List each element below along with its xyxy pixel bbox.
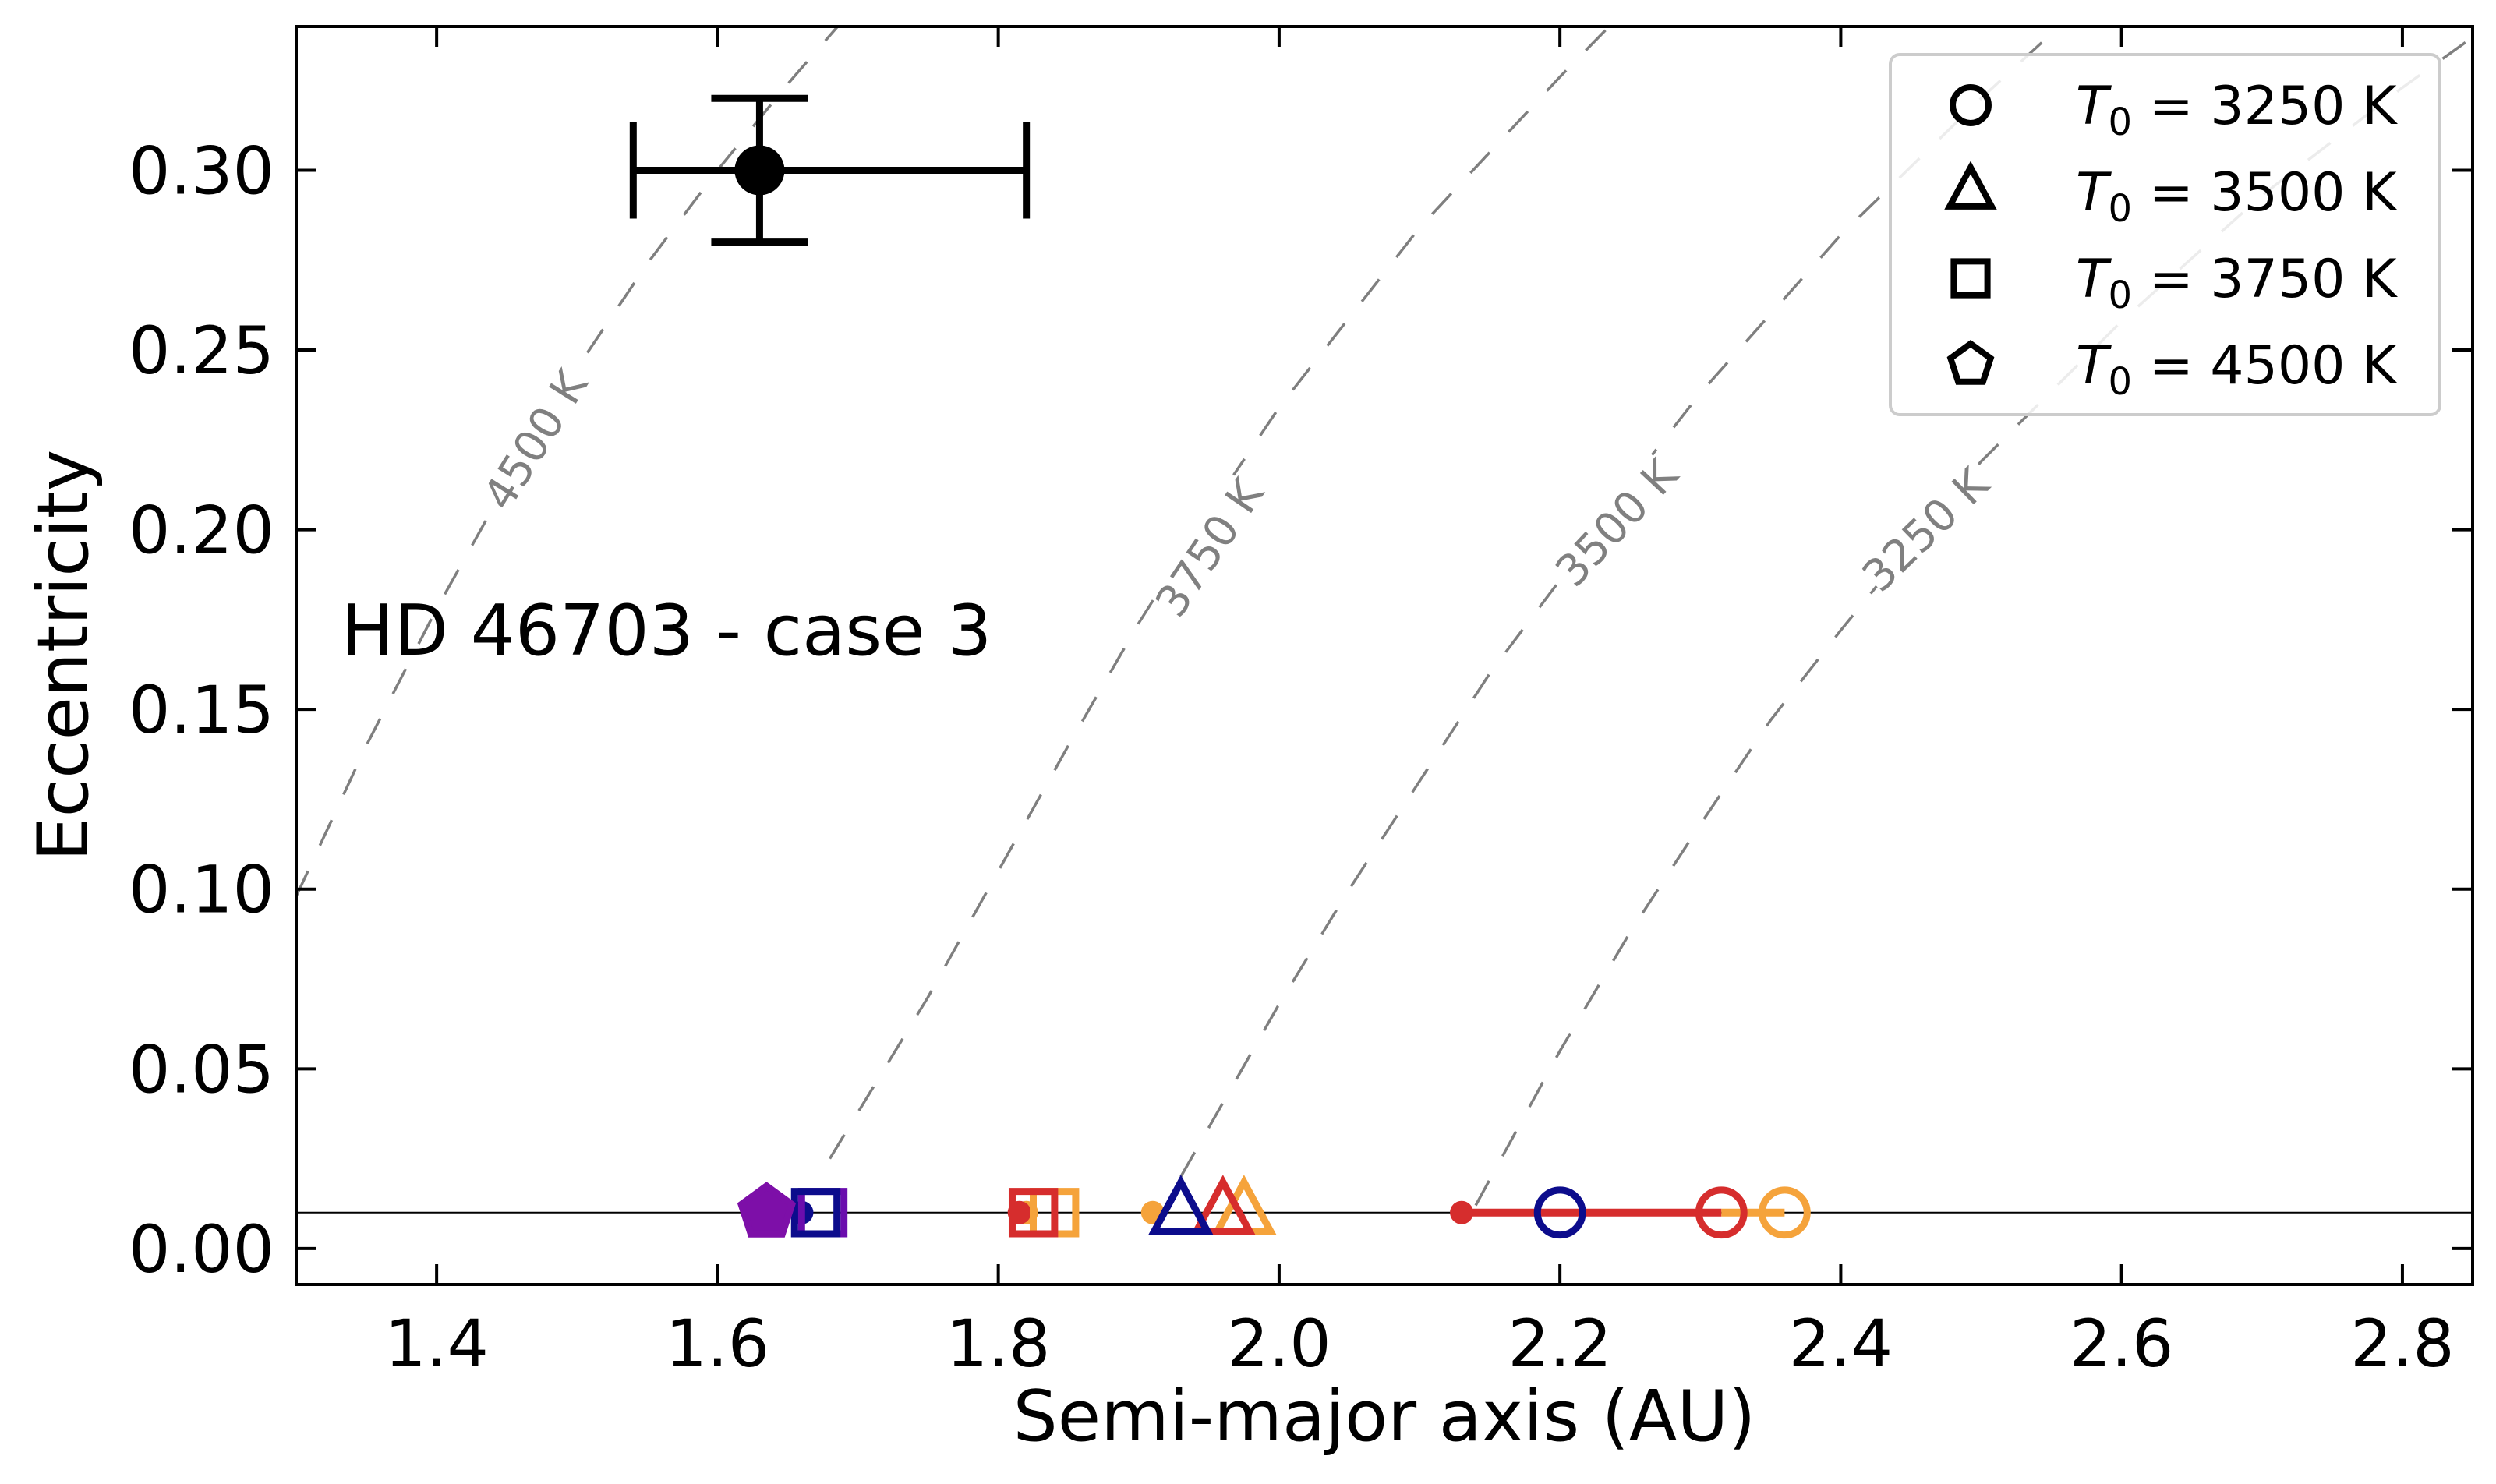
legend-subscript-0: 0 (2109, 101, 2133, 144)
model-marker-10 (737, 1182, 797, 1238)
plot-frame (295, 25, 2474, 1286)
legend-symbol-2: T (2076, 249, 2112, 310)
legend-label-2: T0 = 3750 K (2076, 249, 2399, 317)
y-tick-label-2: 0.10 (129, 852, 274, 928)
legend-symbol-0: T (2076, 76, 2112, 137)
x-tick-label-1: 1.6 (666, 1306, 770, 1382)
x-tick-label-6: 2.6 (2070, 1306, 2174, 1382)
legend-value-0: = 3250 K (2132, 76, 2399, 137)
legend-label-3: T0 = 4500 K (2076, 335, 2399, 404)
y-tick-label-1: 0.05 (129, 1031, 274, 1108)
model-marker-7 (1008, 1188, 1059, 1238)
curve-label-bg-2 (1543, 447, 1685, 594)
legend-box (1889, 53, 2441, 416)
isotherm-curve-1 (829, 26, 1611, 1160)
legend: T0 = 3250 KT0 = 3500 KT0 = 3750 KT0 = 45… (1889, 53, 2441, 416)
curve-label-bg-3 (1850, 455, 1996, 599)
legend-value-2: = 3750 K (2132, 249, 2399, 310)
isotherm-curve-0 (296, 26, 840, 897)
x-tick-label-2: 1.8 (946, 1306, 1051, 1382)
curve-label-2: 3500 K (1546, 449, 1688, 596)
legend-symbol-1: T (2076, 162, 2112, 224)
observed-marker (734, 145, 785, 196)
y-tick-label-6: 0.30 (129, 132, 274, 209)
legend-subscript-1: 0 (2109, 187, 2133, 231)
model-marker-4 (1190, 1175, 1256, 1235)
legend-symbol-3: T (2076, 335, 2112, 397)
y-axis-label: Eccentricity (23, 450, 104, 862)
x-tick-label-3: 2.0 (1227, 1306, 1331, 1382)
axis-ticks (296, 26, 2473, 1284)
legend-marker-2 (1950, 258, 1991, 299)
x-tick-label-0: 1.4 (384, 1306, 489, 1382)
model-points (737, 1175, 1811, 1239)
x-axis-label: Semi-major axis (AU) (1013, 1376, 1756, 1458)
model-marker-2 (1533, 1186, 1586, 1239)
legend-label-1: T0 = 3500 K (2076, 162, 2399, 231)
y-tick-label-0: 0.00 (129, 1211, 274, 1288)
model-marker-0 (1758, 1186, 1811, 1239)
model-dot-3 (1450, 1200, 1474, 1224)
x-tick-label-4: 2.2 (1508, 1306, 1612, 1382)
model-marker-1 (1695, 1186, 1748, 1239)
tick-labels: 1.4 1.6 1.8 2.0 2.2 2.4 2.6 2.8 0.00 0.05 0.10 0.15… (129, 132, 2455, 1382)
x-tick-label-7: 2.8 (2350, 1306, 2455, 1382)
curve-label-3: 3250 K (1853, 458, 1999, 602)
y-tick-label-4: 0.20 (129, 493, 274, 569)
model-marker-9 (790, 1188, 841, 1238)
isotherm-curve-2 (1179, 32, 2052, 1178)
legend-subscript-3: 0 (2109, 360, 2133, 404)
legend-value-3: = 4500 K (2132, 335, 2399, 397)
legend-marker-3 (1946, 340, 1995, 385)
y-tick-label-3: 0.15 (129, 672, 274, 748)
legend-marker-1 (1944, 161, 1997, 210)
curve-label-bg-1 (1141, 468, 1271, 624)
curve-label-bg-0 (468, 360, 596, 516)
legend-marker-0 (1950, 84, 1992, 126)
legend-value-1: = 3500 K (2132, 162, 2399, 224)
x-tick-label-5: 2.4 (1789, 1306, 1893, 1382)
model-marker-5 (1148, 1175, 1214, 1235)
model-marker-6 (1030, 1188, 1080, 1238)
legend-subscript-2: 0 (2109, 274, 2133, 317)
y-tick-label-5: 0.25 (129, 313, 274, 389)
legend-label-0: T0 = 3250 K (2076, 76, 2399, 144)
case-annotation: HD 46703 - case 3 (341, 590, 992, 672)
observed-point (629, 94, 1031, 246)
